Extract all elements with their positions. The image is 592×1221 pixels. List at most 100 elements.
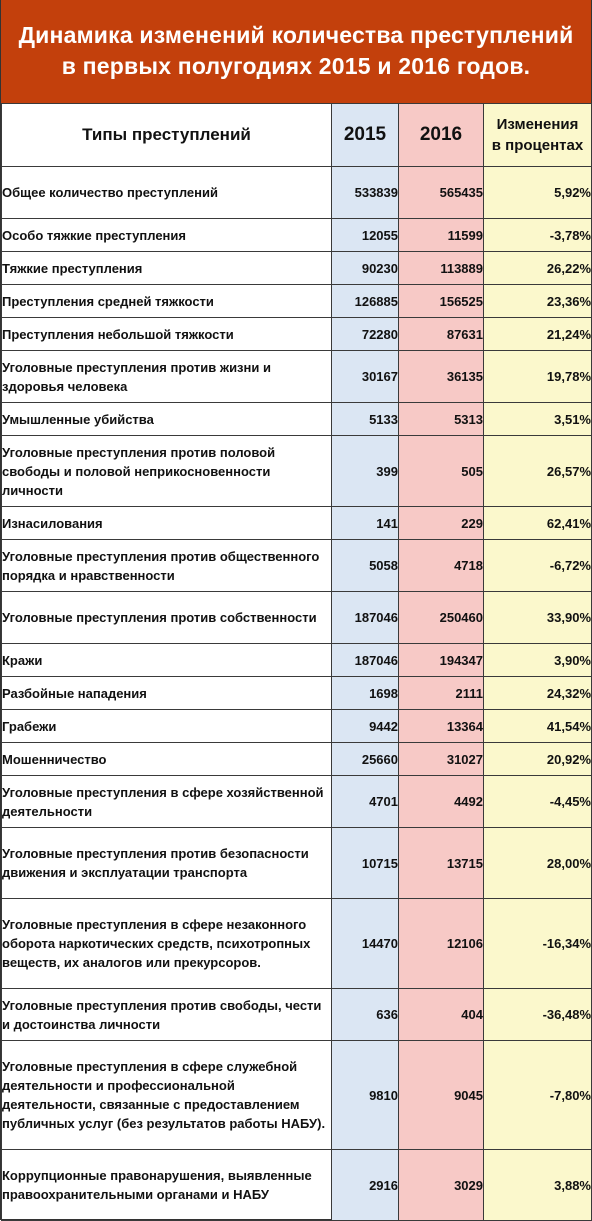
value-2016-cell: 5313 bbox=[398, 402, 484, 436]
value-2016-cell: 11599 bbox=[398, 218, 484, 252]
value-2015-cell: 9810 bbox=[331, 1040, 399, 1150]
table-row: Тяжкие преступления 90230 113889 26,22% bbox=[1, 251, 592, 285]
change-percent-cell: 5,92% bbox=[483, 166, 592, 219]
value-2015-cell: 10715 bbox=[331, 827, 399, 899]
table-row: Общее количество преступлений 533839 56543… bbox=[1, 166, 592, 219]
crime-type-cell: Уголовные преступления против половой св… bbox=[1, 435, 332, 507]
title-banner: Динамика изменений количества преступлен… bbox=[1, 0, 591, 103]
value-2015-cell: 2916 bbox=[331, 1149, 399, 1221]
table-body: Общее количество преступлений 533839 56543… bbox=[1, 166, 592, 1221]
crime-type-cell: Уголовные преступления против свободы, ч… bbox=[1, 988, 332, 1041]
crime-type-cell: Грабежи bbox=[1, 709, 332, 743]
header-2016: 2016 bbox=[398, 103, 484, 167]
crime-type-cell: Общее количество преступлений bbox=[1, 166, 332, 219]
crime-type-cell: Особо тяжкие преступления bbox=[1, 218, 332, 252]
change-percent-cell: 33,90% bbox=[483, 591, 592, 644]
change-percent-cell: 41,54% bbox=[483, 709, 592, 743]
header-row: Типы преступлений 2015 2016 Изменения в … bbox=[1, 103, 592, 167]
change-percent-cell: 19,78% bbox=[483, 350, 592, 403]
change-percent-cell: 3,88% bbox=[483, 1149, 592, 1221]
title-line-2: в первых полугодиях 2015 и 2016 годов. bbox=[61, 53, 531, 79]
change-percent-cell: 23,36% bbox=[483, 284, 592, 318]
value-2015-cell: 30167 bbox=[331, 350, 399, 403]
value-2016-cell: 4492 bbox=[398, 775, 484, 828]
table-row: Уголовные преступления против общественн… bbox=[1, 539, 592, 592]
value-2016-cell: 12106 bbox=[398, 898, 484, 989]
value-2016-cell: 13364 bbox=[398, 709, 484, 743]
value-2016-cell: 194347 bbox=[398, 643, 484, 677]
table-row: Уголовные преступления в сфере хозяйстве… bbox=[1, 775, 592, 828]
value-2016-cell: 156525 bbox=[398, 284, 484, 318]
value-2015-cell: 399 bbox=[331, 435, 399, 507]
crime-type-cell: Уголовные преступления в сфере незаконно… bbox=[1, 898, 332, 989]
table-row: Уголовные преступления против жизни и зд… bbox=[1, 350, 592, 403]
header-change-line-1: Изменения bbox=[496, 116, 579, 133]
crime-table: Типы преступлений 2015 2016 Изменения в … bbox=[1, 103, 592, 1221]
crime-type-cell: Умышленные убийства bbox=[1, 402, 332, 436]
value-2015-cell: 14470 bbox=[331, 898, 399, 989]
value-2016-cell: 9045 bbox=[398, 1040, 484, 1150]
change-percent-cell: 20,92% bbox=[483, 742, 592, 776]
table-row: Уголовные преступления против безопаснос… bbox=[1, 827, 592, 899]
change-percent-cell: 26,57% bbox=[483, 435, 592, 507]
value-2015-cell: 141 bbox=[331, 506, 399, 540]
table-row: Особо тяжкие преступления 12055 11599 -3,78… bbox=[1, 218, 592, 252]
table-row: Мошенничество 25660 31027 20,92% bbox=[1, 742, 592, 776]
value-2015-cell: 126885 bbox=[331, 284, 399, 318]
table-row: Уголовные преступления в сфере незаконно… bbox=[1, 898, 592, 989]
table-row: Уголовные преступления против половой св… bbox=[1, 435, 592, 507]
change-percent-cell: -6,72% bbox=[483, 539, 592, 592]
value-2015-cell: 5133 bbox=[331, 402, 399, 436]
header-change: Изменения в процентах bbox=[483, 103, 592, 167]
change-percent-cell: 24,32% bbox=[483, 676, 592, 710]
value-2016-cell: 113889 bbox=[398, 251, 484, 285]
crime-type-cell: Уголовные преступления в сфере служебной… bbox=[1, 1040, 332, 1150]
value-2016-cell: 2111 bbox=[398, 676, 484, 710]
value-2016-cell: 36135 bbox=[398, 350, 484, 403]
header-2015: 2015 bbox=[331, 103, 399, 167]
value-2015-cell: 5058 bbox=[331, 539, 399, 592]
crime-type-cell: Уголовные преступления против жизни и зд… bbox=[1, 350, 332, 403]
value-2016-cell: 229 bbox=[398, 506, 484, 540]
change-percent-cell: 3,90% bbox=[483, 643, 592, 677]
change-percent-cell: 21,24% bbox=[483, 317, 592, 351]
header-change-line-2: в процентах bbox=[491, 137, 584, 154]
table-row: Преступления небольшой тяжкости 72280 8763… bbox=[1, 317, 592, 351]
value-2016-cell: 13715 bbox=[398, 827, 484, 899]
change-percent-cell: 26,22% bbox=[483, 251, 592, 285]
table-row: Уголовные преступления против свободы, ч… bbox=[1, 988, 592, 1041]
header-type: Типы преступлений bbox=[1, 103, 332, 167]
crime-type-cell: Уголовные преступления против безопаснос… bbox=[1, 827, 332, 899]
value-2016-cell: 87631 bbox=[398, 317, 484, 351]
table-row: Коррупционные правонарушения, выявленные… bbox=[1, 1149, 592, 1221]
change-percent-cell: -7,80% bbox=[483, 1040, 592, 1150]
value-2015-cell: 9442 bbox=[331, 709, 399, 743]
value-2016-cell: 4718 bbox=[398, 539, 484, 592]
table-row: Грабежи 9442 13364 41,54% bbox=[1, 709, 592, 743]
value-2015-cell: 4701 bbox=[331, 775, 399, 828]
crime-type-cell: Уголовные преступления против собственно… bbox=[1, 591, 332, 644]
crime-type-cell: Уголовные преступления в сфере хозяйстве… bbox=[1, 775, 332, 828]
crime-type-cell: Тяжкие преступления bbox=[1, 251, 332, 285]
value-2015-cell: 533839 bbox=[331, 166, 399, 219]
change-percent-cell: -16,34% bbox=[483, 898, 592, 989]
table-row: Разбойные нападения 1698 2111 24,32% bbox=[1, 676, 592, 710]
table-row: Преступления средней тяжкости 126885 15652… bbox=[1, 284, 592, 318]
table-row: Изнасилования 141 229 62,41% bbox=[1, 506, 592, 540]
table-row: Умышленные убийства 5133 5313 3,51% bbox=[1, 402, 592, 436]
change-percent-cell: 28,00% bbox=[483, 827, 592, 899]
value-2015-cell: 90230 bbox=[331, 251, 399, 285]
change-percent-cell: -3,78% bbox=[483, 218, 592, 252]
value-2016-cell: 3029 bbox=[398, 1149, 484, 1221]
crime-type-cell: Мошенничество bbox=[1, 742, 332, 776]
crime-type-cell: Изнасилования bbox=[1, 506, 332, 540]
table-row: Кражи 187046 194347 3,90% bbox=[1, 643, 592, 677]
crime-type-cell: Уголовные преступления против общественн… bbox=[1, 539, 332, 592]
crime-type-cell: Кражи bbox=[1, 643, 332, 677]
value-2015-cell: 187046 bbox=[331, 643, 399, 677]
value-2016-cell: 404 bbox=[398, 988, 484, 1041]
change-percent-cell: 62,41% bbox=[483, 506, 592, 540]
change-percent-cell: -4,45% bbox=[483, 775, 592, 828]
value-2015-cell: 1698 bbox=[331, 676, 399, 710]
crime-type-cell: Коррупционные правонарушения, выявленные… bbox=[1, 1149, 332, 1221]
